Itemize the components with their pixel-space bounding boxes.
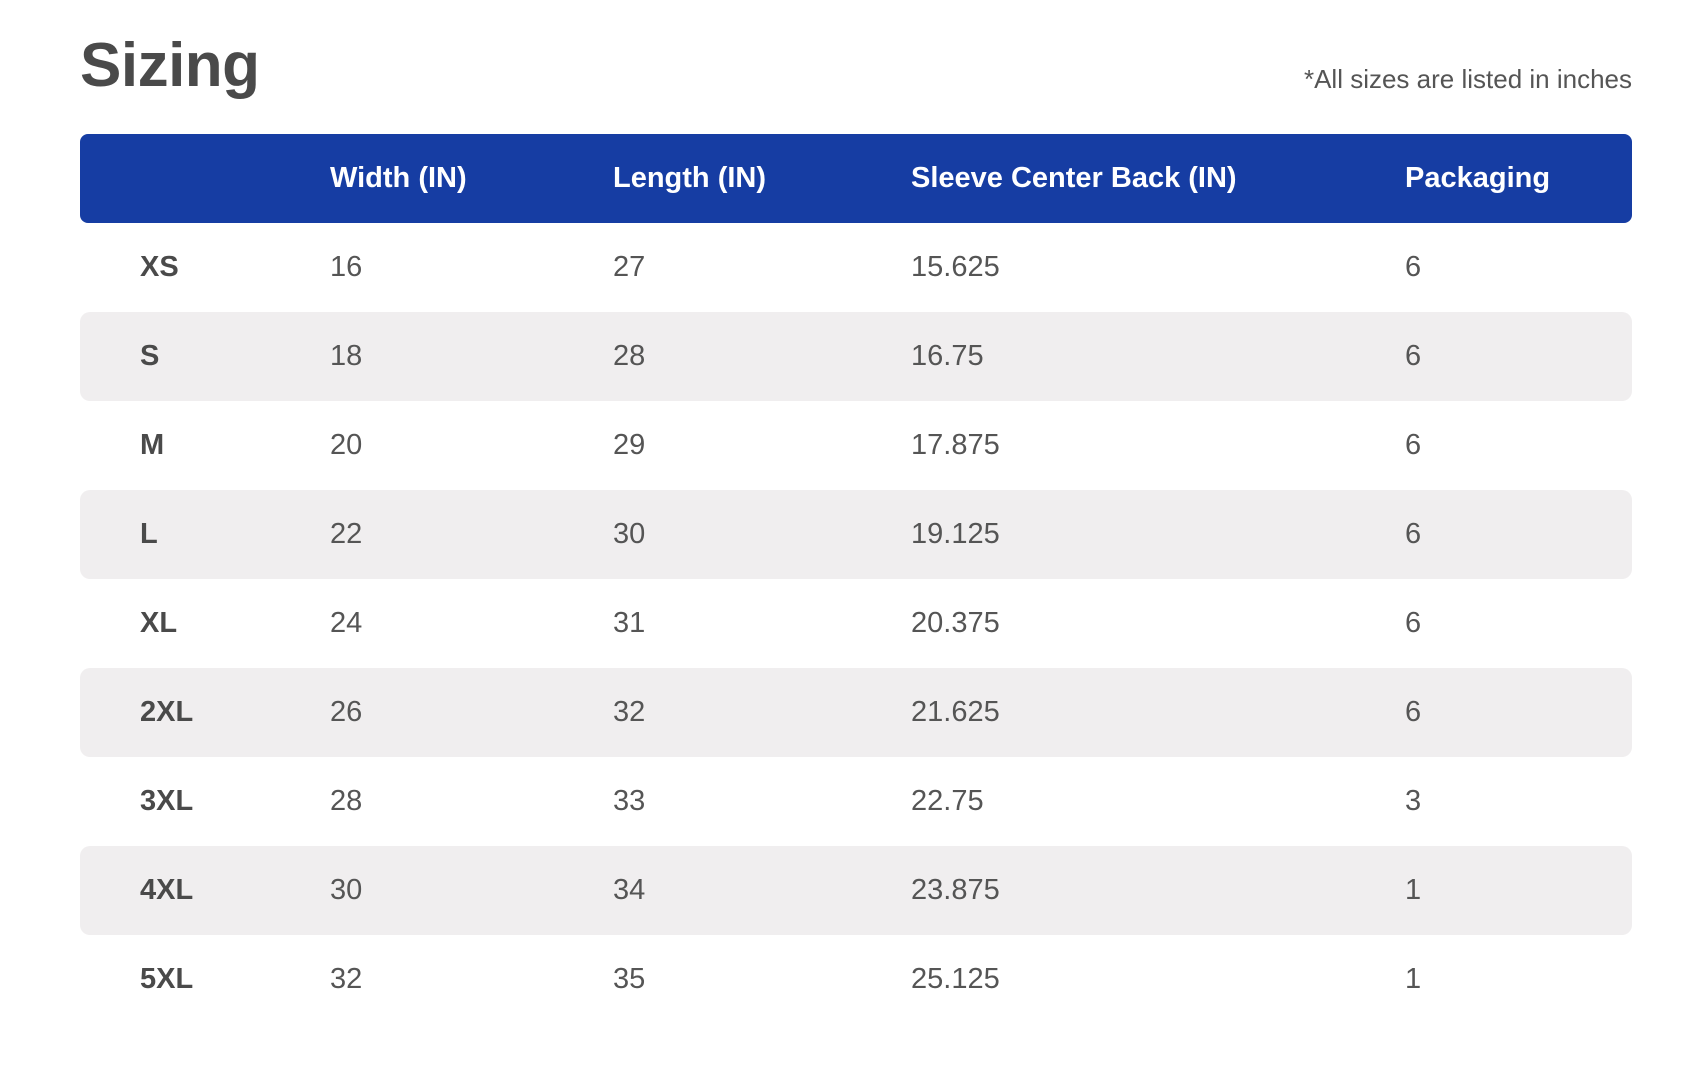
length-value: 32 <box>613 696 646 728</box>
table-row: XS 16 27 15.625 6 <box>80 223 1632 312</box>
packaging-value: 6 <box>1405 251 1422 283</box>
size-label: M <box>140 429 165 461</box>
header-cell-sleeve: Sleeve Center Back (IN) <box>911 162 1237 194</box>
packaging-value: 1 <box>1405 874 1422 906</box>
table-header-row: Width (IN) Length (IN) Sleeve Center Bac… <box>80 134 1632 223</box>
table-row: S 18 28 16.75 6 <box>80 312 1632 401</box>
width-value: 26 <box>330 696 363 728</box>
length-value: 27 <box>613 251 646 283</box>
page-title: Sizing <box>80 31 260 100</box>
length-value: 33 <box>613 785 646 817</box>
size-label: 2XL <box>140 696 194 728</box>
width-value: 24 <box>330 607 363 639</box>
packaging-value: 3 <box>1405 785 1422 817</box>
size-label: S <box>140 340 160 372</box>
length-value: 28 <box>613 340 646 372</box>
packaging-value: 1 <box>1405 963 1422 995</box>
length-value: 35 <box>613 963 646 995</box>
sleeve-value: 17.875 <box>911 429 1000 461</box>
table-row: 2XL 26 32 21.625 6 <box>80 668 1632 757</box>
header-cell-packaging: Packaging <box>1405 162 1551 194</box>
width-value: 28 <box>330 785 363 817</box>
sleeve-value: 16.75 <box>911 340 984 372</box>
table-row: L 22 30 19.125 6 <box>80 490 1632 579</box>
packaging-value: 6 <box>1405 429 1422 461</box>
sleeve-value: 15.625 <box>911 251 1000 283</box>
size-label: 3XL <box>140 785 194 817</box>
sleeve-value: 21.625 <box>911 696 1000 728</box>
length-value: 34 <box>613 874 646 906</box>
table-row: 5XL 32 35 25.125 1 <box>80 935 1632 1024</box>
width-value: 30 <box>330 874 363 906</box>
size-chart-table: Width (IN) Length (IN) Sleeve Center Bac… <box>80 134 1632 1024</box>
width-value: 32 <box>330 963 363 995</box>
size-label: L <box>140 518 158 550</box>
width-value: 16 <box>330 251 363 283</box>
packaging-value: 6 <box>1405 696 1422 728</box>
packaging-value: 6 <box>1405 340 1422 372</box>
size-label: 4XL <box>140 874 194 906</box>
section-header: Sizing *All sizes are listed in inches <box>80 0 1632 134</box>
width-value: 20 <box>330 429 363 461</box>
size-label: XL <box>140 607 178 639</box>
packaging-value: 6 <box>1405 607 1422 639</box>
sleeve-value: 25.125 <box>911 963 1000 995</box>
size-label: 5XL <box>140 963 194 995</box>
length-value: 31 <box>613 607 646 639</box>
sleeve-value: 20.375 <box>911 607 1000 639</box>
sleeve-value: 19.125 <box>911 518 1000 550</box>
units-note: *All sizes are listed in inches <box>1303 64 1632 94</box>
sleeve-value: 23.875 <box>911 874 1000 906</box>
header-cell-length: Length (IN) <box>613 162 767 194</box>
table-row: 3XL 28 33 22.75 3 <box>80 757 1632 846</box>
table-row: M 20 29 17.875 6 <box>80 401 1632 490</box>
width-value: 18 <box>330 340 363 372</box>
sizing-section: Sizing *All sizes are listed in inches W… <box>80 0 1632 995</box>
table-row: XL 24 31 20.375 6 <box>80 579 1632 668</box>
length-value: 30 <box>613 518 646 550</box>
width-value: 22 <box>330 518 363 550</box>
table-row: 4XL 30 34 23.875 1 <box>80 846 1632 935</box>
size-label: XS <box>140 251 179 283</box>
packaging-value: 6 <box>1405 518 1422 550</box>
sleeve-value: 22.75 <box>911 785 984 817</box>
header-cell-width: Width (IN) <box>330 162 467 194</box>
length-value: 29 <box>613 429 646 461</box>
